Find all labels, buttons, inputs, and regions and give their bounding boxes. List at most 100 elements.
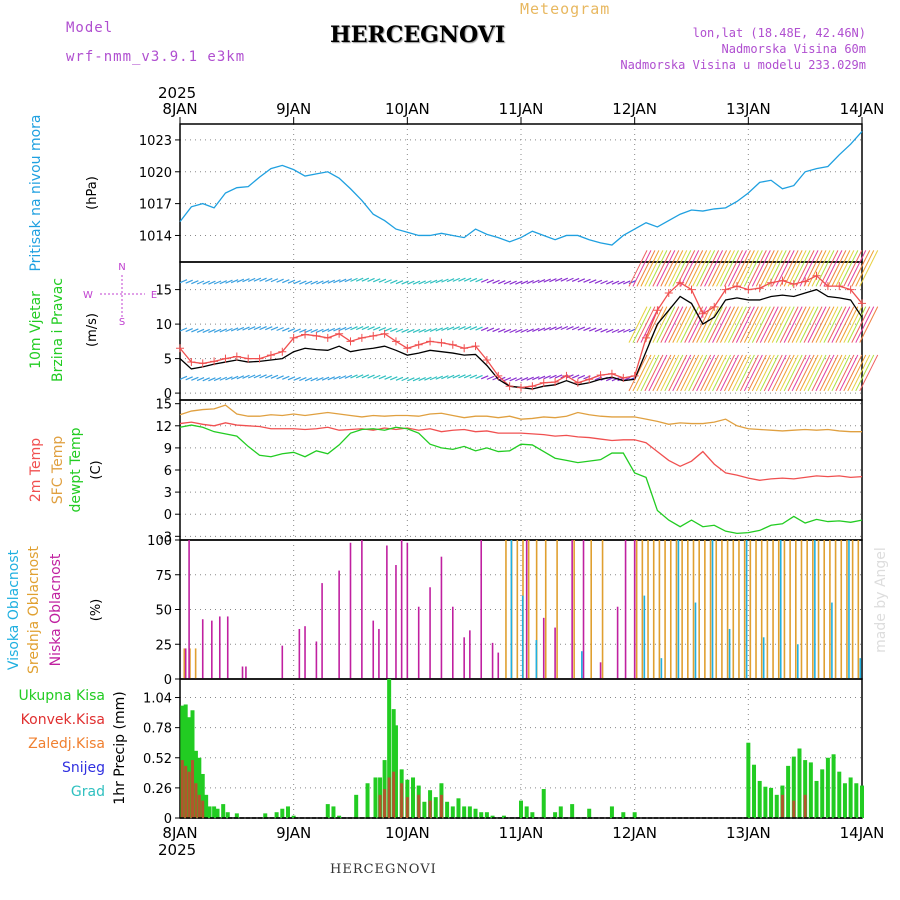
gust-marker xyxy=(335,329,344,338)
wind-barb xyxy=(225,279,233,284)
total-precip-bar xyxy=(479,812,484,818)
total-precip-bar xyxy=(456,798,461,818)
total-precip-bar xyxy=(632,812,637,818)
gust-marker xyxy=(289,333,298,342)
x-tick-label-bottom: 8JAN xyxy=(162,824,197,842)
conv-precip-bar xyxy=(194,783,198,818)
wind-streak xyxy=(676,250,696,287)
gust-marker xyxy=(732,282,741,291)
wind-streak xyxy=(771,306,791,343)
wind-streak xyxy=(799,306,819,343)
wind-streak xyxy=(763,306,783,343)
wind-streak xyxy=(839,354,859,392)
wind-barb xyxy=(560,277,569,282)
wind-barb xyxy=(372,326,381,331)
wind-barb xyxy=(367,374,375,379)
compass-cross-icon xyxy=(100,275,145,318)
wind-barb xyxy=(611,280,620,285)
total-precip-bar xyxy=(393,725,398,818)
total-precip-bar xyxy=(763,786,768,818)
wind-barb xyxy=(259,374,267,379)
total-precip-bar xyxy=(808,762,813,818)
wind-streak xyxy=(795,354,815,392)
wind-streak xyxy=(763,250,783,287)
gust-marker xyxy=(369,331,378,340)
gust-marker xyxy=(573,378,582,387)
wind-barb xyxy=(492,328,500,333)
wind-streak xyxy=(708,354,727,392)
wind-streak xyxy=(684,250,704,287)
wind-barb xyxy=(452,326,461,331)
total-precip-bar xyxy=(820,769,825,818)
wind-streak xyxy=(851,306,871,343)
wind-barb xyxy=(276,375,284,380)
wind-barb xyxy=(520,328,529,333)
wind-barb xyxy=(475,326,483,331)
wind-streak xyxy=(716,354,735,392)
wind-barb xyxy=(446,278,455,283)
temp-y-tick: 0 xyxy=(164,508,172,523)
wind-barb xyxy=(219,280,228,285)
wind-barb xyxy=(338,326,347,332)
wind-barb xyxy=(486,279,495,284)
wind-barb xyxy=(583,278,591,283)
total-precip-bar xyxy=(373,777,378,818)
wind-streak xyxy=(803,354,823,392)
wind-barb xyxy=(350,277,358,282)
conv-precip-bar xyxy=(780,794,784,818)
wind-streak xyxy=(819,354,839,392)
wind-streak xyxy=(847,250,867,287)
wind-barb xyxy=(242,326,250,331)
wind-streak xyxy=(823,354,843,392)
wind-streak xyxy=(644,250,664,287)
wind-streak xyxy=(791,354,811,392)
wind-streak xyxy=(628,306,648,343)
total-precip-bar xyxy=(797,748,802,818)
wind-streak xyxy=(724,306,743,343)
total-precip-bar xyxy=(207,806,212,818)
cloud-y-tick: 75 xyxy=(155,569,172,584)
wind-streak xyxy=(652,306,672,343)
wind-streak xyxy=(835,354,855,392)
wind-streak xyxy=(811,250,831,287)
wind-barb xyxy=(247,326,256,331)
wind-streak xyxy=(747,354,767,392)
wind-barb xyxy=(486,375,495,380)
wind-barb xyxy=(191,328,199,333)
wind-streak xyxy=(668,250,688,287)
wind-streak xyxy=(700,354,720,392)
wind-streak xyxy=(755,250,775,287)
wind-barb xyxy=(344,374,353,379)
x-tick-label-bottom: 13JAN xyxy=(726,824,771,842)
cloud-title-low: Niska Oblacnost xyxy=(48,553,64,666)
wind-barb xyxy=(532,327,540,332)
total-precip-bar xyxy=(752,764,757,818)
wind-barb xyxy=(554,326,563,331)
wind-barb xyxy=(395,328,404,333)
total-precip-bar xyxy=(274,812,279,818)
wind-barb xyxy=(475,374,483,379)
total-precip-bar xyxy=(204,794,209,818)
wind-barb xyxy=(577,326,586,331)
wind-streak xyxy=(731,250,751,287)
wind-barb xyxy=(554,277,563,282)
wind-streak xyxy=(859,306,879,343)
wind-barb xyxy=(554,374,563,379)
wind-barb xyxy=(526,280,534,285)
wind-streak xyxy=(696,250,716,287)
gust-marker xyxy=(721,285,730,294)
wind-barb xyxy=(571,277,580,283)
wind-streak xyxy=(739,306,759,343)
wind-barb xyxy=(378,326,387,332)
wind-barb xyxy=(469,326,478,331)
wind-barb xyxy=(503,328,512,333)
conv-precip-bar xyxy=(405,797,409,818)
wind-barb xyxy=(247,374,256,379)
wind-streak xyxy=(704,250,724,287)
wind-barb xyxy=(219,328,228,333)
wind-barb xyxy=(549,326,557,331)
wind-barb xyxy=(208,377,216,382)
wind-barb xyxy=(606,280,614,285)
wind-streak xyxy=(696,354,716,392)
wind-barb xyxy=(378,278,387,283)
